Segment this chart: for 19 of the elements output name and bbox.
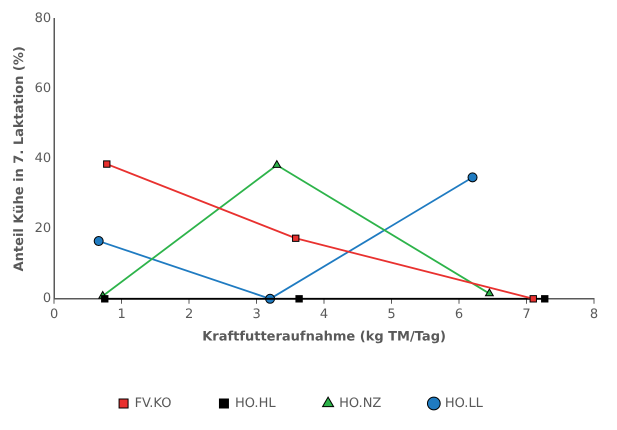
x-tick-label: 4 [320,306,328,322]
legend-label: HO.HL [234,396,276,411]
x-tick-label: 8 [590,306,598,322]
x-axis-title: Kraftfutteraufnahme (kg TM/Tag) [202,330,446,345]
legend-label: FV.KO [134,396,172,411]
y-tick-label: 40 [34,151,52,166]
y-tick-label: 80 [34,11,52,26]
y-tick-label: 0 [42,291,52,306]
x-tick-label: 1 [117,306,126,322]
x-tick-label: 2 [184,306,194,322]
y-tick-label: 60 [34,81,52,96]
x-tick-label: 6 [454,306,464,322]
y-axis-title: Anteil Kühe in 7. Laktation (%) [12,46,28,272]
x-tick-label: 3 [252,306,261,322]
x-tick-label: 5 [387,306,396,322]
y-tick-label: 20 [34,221,52,236]
legend-label: HO.LL [444,396,484,411]
legend-label: HO.NZ [339,396,382,411]
x-tick-label: 7 [522,306,531,322]
